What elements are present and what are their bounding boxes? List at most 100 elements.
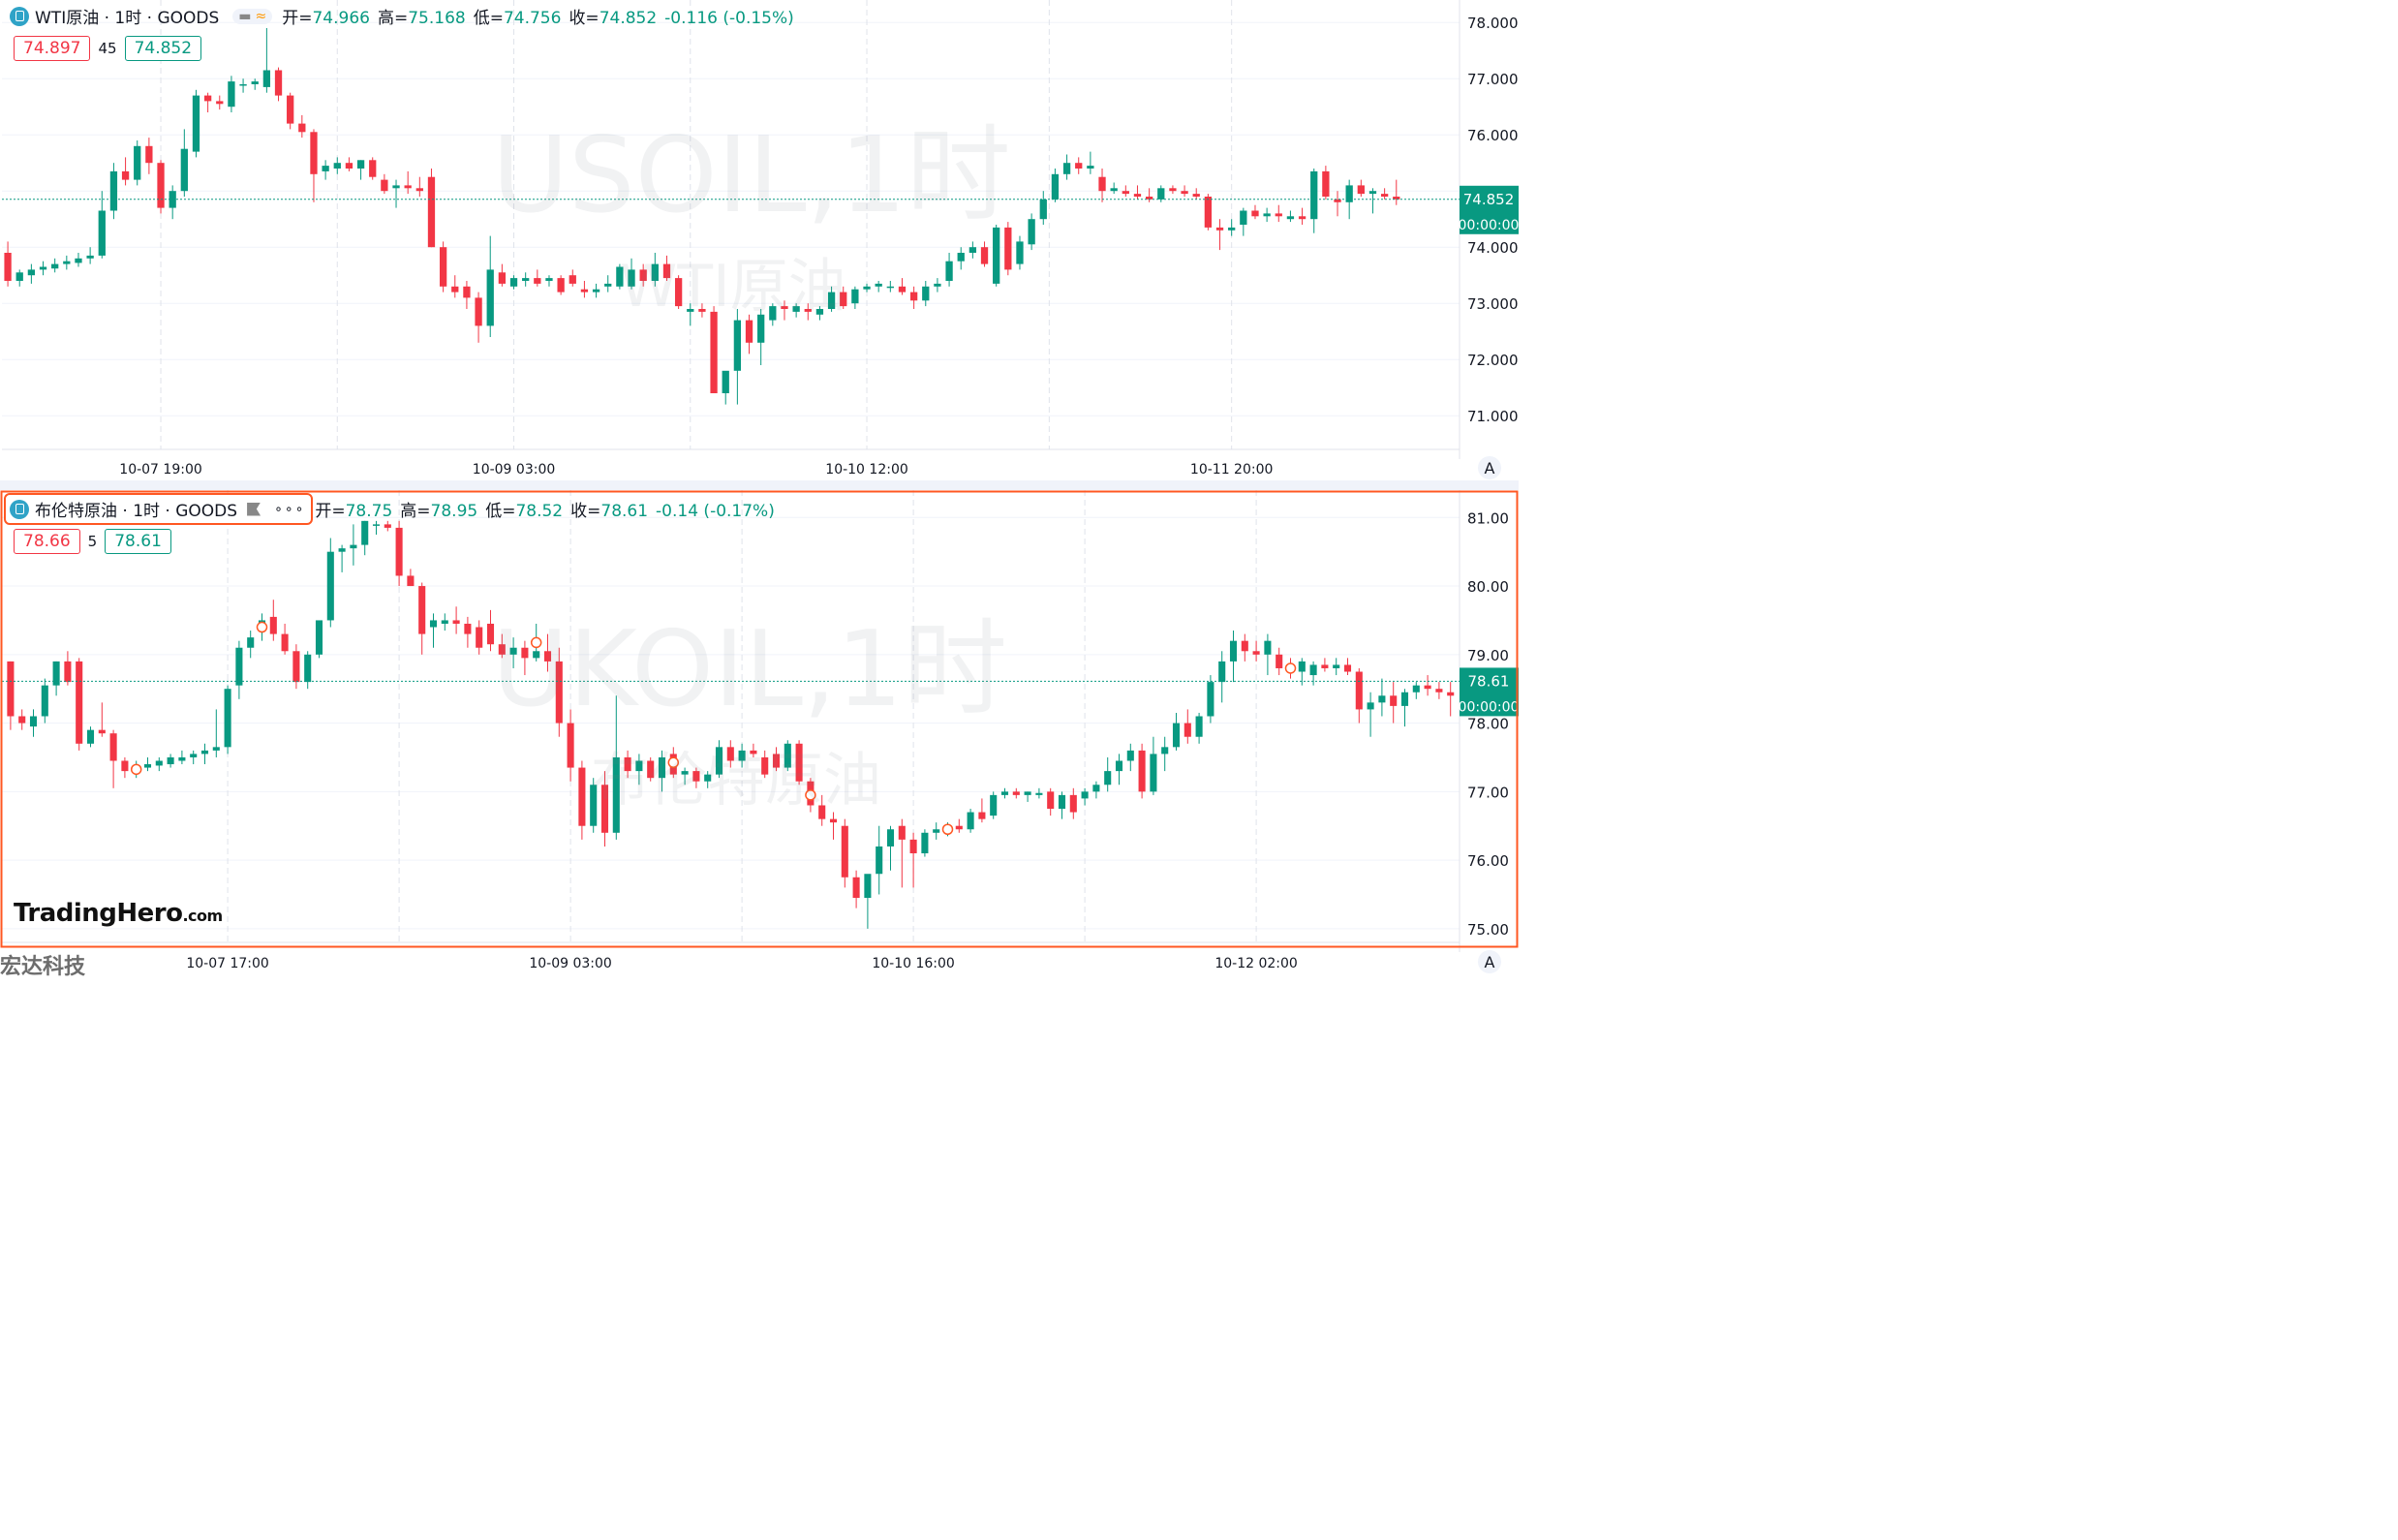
price-pane-2: 81.00 80.00 79.00 78.00 77.00 76.00 75.00 10-07… <box>0 490 1519 971</box>
candle-body <box>1016 241 1024 264</box>
candle-body <box>957 253 965 262</box>
candle-body <box>687 309 694 312</box>
x-tick-label: 10-12 02:00 <box>1214 956 1297 971</box>
candle-body <box>909 839 917 854</box>
candle-body <box>761 756 769 775</box>
candle-body <box>738 750 746 761</box>
open-label: 开= <box>315 502 346 521</box>
candle-body <box>604 283 612 287</box>
candle-body <box>369 160 377 177</box>
candle-body <box>864 874 872 899</box>
candle-body <box>463 286 471 298</box>
candle-body <box>395 527 403 576</box>
low-value: 74.756 <box>503 9 562 28</box>
y-tick-label: 81.00 <box>1467 509 1509 527</box>
candle-body <box>934 283 941 287</box>
price-pane-1: 78.00077.00076.00075.00074.00073.00072.0… <box>2 0 1519 477</box>
close-label: 收= <box>570 502 601 521</box>
candle-body <box>109 170 118 211</box>
candle-body <box>509 647 517 655</box>
candle-body <box>590 785 598 826</box>
brent-spread: 5 <box>87 533 98 550</box>
wti-watermark: USOIL,1时 <box>492 115 1011 236</box>
brand-logo: TradingHero.com <box>14 899 223 928</box>
wti-indicator-flags[interactable]: ▬ ≈ <box>232 8 273 24</box>
candle-body <box>155 760 163 766</box>
candle-body <box>1228 227 1236 231</box>
candle-body <box>224 689 231 748</box>
wti-ask[interactable]: 74.852 <box>124 36 202 61</box>
flag-icon[interactable] <box>247 502 261 516</box>
brent-watermark-small: 布伦特原油 <box>591 747 881 815</box>
candle-body <box>1229 640 1238 662</box>
brent-symbol[interactable]: 布伦特原油 · 1时 · GOODS ∘∘∘ <box>4 493 314 525</box>
event-marker <box>256 621 268 633</box>
candle-body <box>1390 695 1398 706</box>
low-label: 低= <box>473 9 504 28</box>
brent-ask[interactable]: 78.61 <box>105 529 171 554</box>
candle-body <box>143 764 152 768</box>
candle-body <box>134 145 141 180</box>
wti-quote-row: 74.897 45 74.852 <box>14 36 202 61</box>
candle-body <box>922 286 930 301</box>
candle-body <box>769 306 777 321</box>
candle-body <box>1024 791 1031 795</box>
candle-body <box>1004 227 1012 270</box>
candle-body <box>121 760 129 772</box>
brent-bid[interactable]: 78.66 <box>14 529 80 554</box>
candle-body <box>955 825 963 830</box>
candle-body <box>98 210 106 256</box>
candle-body <box>635 760 643 772</box>
candle-body <box>1355 671 1363 710</box>
candle-body <box>876 846 883 875</box>
candle-body <box>1343 664 1352 672</box>
candle-body <box>745 320 753 343</box>
wti-spread: 45 <box>98 40 117 57</box>
wti-bid[interactable]: 74.897 <box>14 36 91 61</box>
candle-body <box>1192 194 1200 197</box>
candle-body <box>750 750 757 755</box>
candle-body <box>886 286 894 289</box>
more-icon[interactable]: ∘∘∘ <box>274 501 306 517</box>
candle-body <box>29 716 38 727</box>
candle-body <box>52 661 60 686</box>
candle-body <box>692 771 700 782</box>
candle-body <box>1035 792 1043 795</box>
candle-body <box>1098 176 1106 192</box>
candle-body <box>898 825 906 840</box>
candle-body <box>345 163 354 169</box>
candle-body <box>1087 166 1094 169</box>
candle-body <box>1400 692 1409 706</box>
candle-body <box>1172 723 1181 748</box>
candle-body <box>569 275 576 284</box>
candle-body <box>1204 197 1213 228</box>
candle-body <box>978 812 986 819</box>
candle-body <box>27 269 36 276</box>
change-value: -0.116 (-0.15%) <box>664 9 794 28</box>
bar-countdown-label: 00:00:00 <box>1459 699 1519 715</box>
candle-body <box>145 145 153 164</box>
candle-body <box>851 289 859 304</box>
candle-body <box>350 544 357 549</box>
candle-body <box>1012 791 1020 795</box>
candle-body <box>592 289 600 293</box>
candle-body <box>1207 682 1214 717</box>
event-marker <box>667 756 680 769</box>
candle-body <box>1218 661 1226 683</box>
open-label: 开= <box>282 9 313 28</box>
candle-body <box>578 767 586 826</box>
candle-body <box>157 163 165 208</box>
candle-body <box>239 84 247 86</box>
autoscale-button[interactable]: A <box>1478 950 1501 973</box>
high-label: 高= <box>400 502 431 521</box>
candle-body <box>1252 651 1260 655</box>
candle-body <box>1181 191 1188 195</box>
candle-body <box>1157 188 1165 200</box>
chart-canvas[interactable]: 78.00077.00076.00075.00074.00073.00072.0… <box>0 0 1519 976</box>
autoscale-button[interactable]: A <box>1478 456 1501 479</box>
low-label: 低= <box>485 502 516 521</box>
wti-symbol[interactable]: WTI原油 · 1时 · GOODS <box>10 4 219 28</box>
candle-body <box>555 661 563 724</box>
candle-body <box>109 733 117 761</box>
candle-body <box>990 794 998 816</box>
